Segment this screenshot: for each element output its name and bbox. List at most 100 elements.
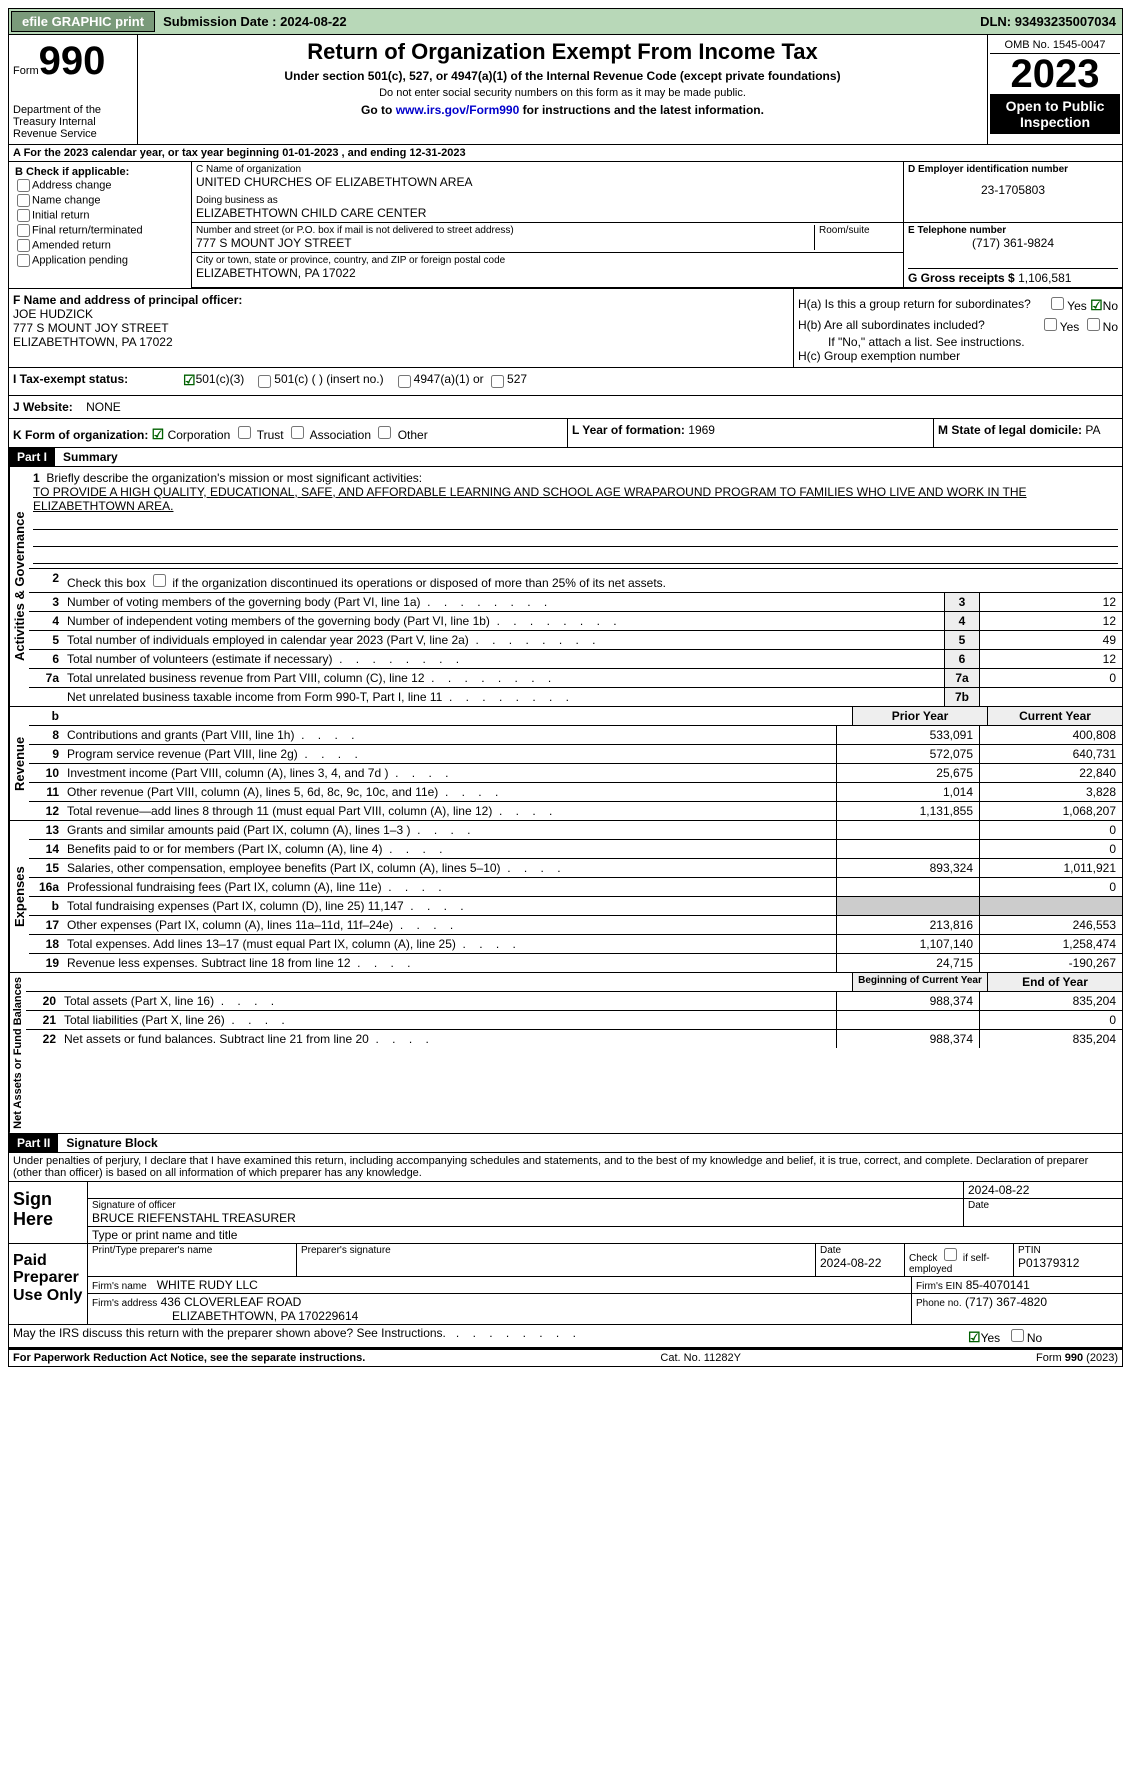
part1-header: Part ISummary — [9, 448, 1122, 467]
side-label-ag: Activities & Governance — [9, 467, 29, 706]
col-b: B Check if applicable: Address change Na… — [9, 162, 192, 288]
activities-governance-section: Activities & Governance 1 Briefly descri… — [9, 467, 1122, 707]
check-icon: ☑ — [968, 1329, 981, 1345]
submission-label: Submission Date : 2024-08-22 — [157, 12, 353, 31]
hb-label: H(b) Are all subordinates included? — [798, 318, 985, 332]
officer-city: ELIZABETHTOWN, PA 17022 — [13, 335, 789, 349]
summary-line: 11Other revenue (Part VIII, column (A), … — [29, 783, 1122, 802]
check-icon: ☑ — [1090, 297, 1103, 313]
dba-label: Doing business as — [196, 195, 899, 206]
d-ein-label: D Employer identification number — [908, 164, 1118, 175]
footer-left: For Paperwork Reduction Act Notice, see … — [13, 1352, 365, 1364]
ha-yes[interactable] — [1051, 297, 1064, 310]
check-name-change[interactable] — [17, 194, 30, 207]
street-label: Number and street (or P.O. box if mail i… — [196, 225, 814, 236]
check-address-change[interactable] — [17, 179, 30, 192]
end-year-header: End of Year — [987, 973, 1122, 991]
summary-line: 5Total number of individuals employed in… — [29, 631, 1122, 650]
efile-print-button[interactable]: efile GRAPHIC print — [11, 11, 155, 32]
hb-yes[interactable] — [1044, 318, 1057, 331]
phone-label: E Telephone number — [908, 225, 1118, 236]
ein-value: 23-1705803 — [908, 183, 1118, 197]
open-inspection: Open to Public Inspection — [990, 94, 1120, 134]
preparer-phone: (717) 367-4820 — [965, 1295, 1047, 1309]
f-label: F Name and address of principal officer: — [13, 293, 789, 307]
side-label-exp: Expenses — [9, 821, 29, 972]
net-assets-section: Net Assets or Fund Balances Beginning of… — [9, 973, 1122, 1134]
discuss-no[interactable] — [1011, 1329, 1024, 1342]
summary-line: 12Total revenue—add lines 8 through 11 (… — [29, 802, 1122, 820]
check-self-employed[interactable] — [944, 1248, 957, 1261]
beg-year-header: Beginning of Current Year — [852, 973, 987, 991]
revenue-section: Revenue b Prior Year Current Year 8Contr… — [9, 707, 1122, 821]
year-formation: 1969 — [688, 423, 715, 437]
form-title: Return of Organization Exempt From Incom… — [148, 39, 977, 65]
sign-here-label: Sign Here — [9, 1182, 88, 1243]
section-i: I Tax-exempt status: ☑ 501(c)(3) 501(c) … — [9, 368, 1122, 396]
prior-year-header: Prior Year — [852, 707, 987, 725]
c-name-label: C Name of organization — [196, 164, 899, 175]
summary-line: Net unrelated business taxable income fr… — [29, 688, 1122, 706]
website-value: NONE — [86, 400, 121, 414]
summary-line: 6Total number of volunteers (estimate if… — [29, 650, 1122, 669]
check-discontinued[interactable] — [153, 574, 166, 587]
firm-name: WHITE RUDY LLC — [157, 1278, 258, 1292]
summary-line: 3Number of voting members of the governi… — [29, 593, 1122, 612]
sig-date: 2024-08-22 — [964, 1182, 1122, 1198]
officer-street: 777 S MOUNT JOY STREET — [13, 321, 789, 335]
gross-label: G Gross receipts $ — [908, 271, 1015, 285]
hc-label: H(c) Group exemption number — [798, 349, 1118, 363]
current-year-header: Current Year — [987, 707, 1122, 725]
mission-text: TO PROVIDE A HIGH QUALITY, EDUCATIONAL, … — [33, 485, 1118, 513]
declaration-text: Under penalties of perjury, I declare th… — [9, 1153, 1122, 1181]
check-527[interactable] — [491, 375, 504, 388]
section-f-h: F Name and address of principal officer:… — [9, 289, 1122, 368]
officer-name: JOE HUDZICK — [13, 307, 789, 321]
check-amended[interactable] — [17, 239, 30, 252]
summary-line: bTotal fundraising expenses (Part IX, co… — [29, 897, 1122, 916]
firm-addr2: ELIZABETHTOWN, PA 170229614 — [92, 1309, 907, 1323]
officer-signature-name: BRUCE RIEFENSTAHL TREASURER — [92, 1211, 959, 1225]
irs-link[interactable]: www.irs.gov/Form990 — [396, 103, 520, 117]
ha-label: H(a) Is this a group return for subordin… — [798, 297, 1031, 311]
subtitle-2: Do not enter social security numbers on … — [148, 87, 977, 99]
firm-addr1: 436 CLOVERLEAF ROAD — [161, 1295, 302, 1309]
side-label-na: Net Assets or Fund Balances — [9, 973, 26, 1133]
check-trust[interactable] — [238, 426, 251, 439]
line-2: Check this box if the organization disco… — [63, 569, 1122, 592]
street-value: 777 S MOUNT JOY STREET — [196, 236, 814, 250]
check-assoc[interactable] — [291, 426, 304, 439]
footer-right: Form 990 (2023) — [1036, 1352, 1118, 1364]
footer-mid: Cat. No. 11282Y — [660, 1352, 741, 1364]
check-501c[interactable] — [258, 375, 271, 388]
section-k-l-m: K Form of organization: ☑ Corporation Tr… — [9, 418, 1122, 448]
hb-note: If "No," attach a list. See instructions… — [798, 335, 1118, 349]
summary-line: 21Total liabilities (Part X, line 26)0 — [26, 1011, 1122, 1030]
check-initial-return[interactable] — [17, 209, 30, 222]
summary-line: 9Program service revenue (Part VIII, lin… — [29, 745, 1122, 764]
check-app-pending[interactable] — [17, 254, 30, 267]
dln-label: DLN: 93493235007034 — [974, 12, 1122, 31]
summary-line: 8Contributions and grants (Part VIII, li… — [29, 726, 1122, 745]
summary-line: 10Investment income (Part VIII, column (… — [29, 764, 1122, 783]
hb-no[interactable] — [1087, 318, 1100, 331]
form-container: efile GRAPHIC print Submission Date : 20… — [8, 8, 1123, 1367]
org-name: UNITED CHURCHES OF ELIZABETHTOWN AREA — [196, 175, 899, 189]
row-a: A For the 2023 calendar year, or tax yea… — [9, 145, 1122, 162]
section-j: J Website: NONE — [9, 396, 1122, 418]
part2-header: Part IISignature Block — [9, 1134, 1122, 1153]
summary-line: 19Revenue less expenses. Subtract line 1… — [29, 954, 1122, 972]
city-label: City or town, state or province, country… — [196, 255, 899, 266]
summary-line: 7aTotal unrelated business revenue from … — [29, 669, 1122, 688]
check-other[interactable] — [378, 426, 391, 439]
check-4947[interactable] — [398, 375, 411, 388]
discuss-text: May the IRS discuss this return with the… — [13, 1326, 446, 1340]
form-number: 990 — [39, 39, 106, 83]
summary-line: 17Other expenses (Part IX, column (A), l… — [29, 916, 1122, 935]
paid-preparer-label: Paid Preparer Use Only — [9, 1244, 88, 1324]
firm-ein: 85-4070141 — [966, 1278, 1030, 1292]
dept-label: Department of the Treasury Internal Reve… — [13, 104, 133, 140]
check-final-return[interactable] — [17, 224, 30, 237]
top-toolbar: efile GRAPHIC print Submission Date : 20… — [9, 9, 1122, 35]
sign-here-block: Sign Here 2024-08-22 Signature of office… — [9, 1181, 1122, 1243]
